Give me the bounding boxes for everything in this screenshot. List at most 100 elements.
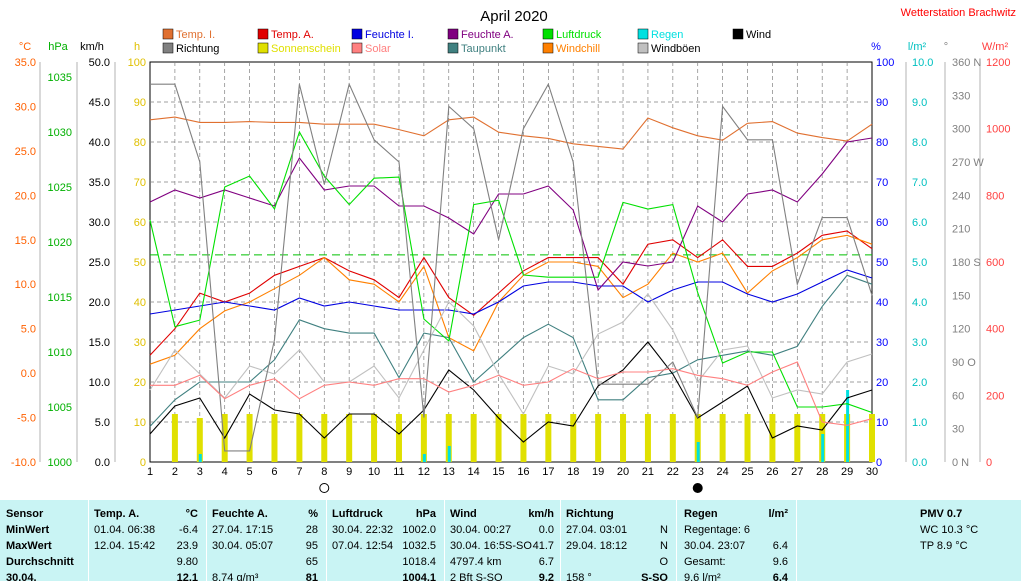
- bar-regen: [422, 454, 426, 462]
- temp-avg-value: 9.80: [176, 556, 198, 568]
- sun-tick-label: 30: [134, 337, 146, 349]
- dir-tick-label: 240: [952, 190, 970, 202]
- line-tempi: [149, 116, 873, 150]
- row-label: MinWert: [6, 524, 50, 536]
- column-divider: [560, 500, 561, 581]
- dir-unit: °: [944, 41, 948, 53]
- legend-swatch: [447, 28, 459, 40]
- press-tick-label: 1030: [48, 127, 72, 139]
- solar-tick-label: 600: [986, 257, 1004, 269]
- bar-sonnenschein: [420, 414, 427, 462]
- x-tick-label: 10: [368, 466, 380, 478]
- solar-tick-label: 800: [986, 190, 1004, 202]
- bar-sonnenschein: [644, 414, 651, 462]
- dir-tick-label: 0 N: [952, 457, 969, 469]
- legend-swatch: [351, 42, 363, 54]
- x-tick-label: 20: [617, 466, 629, 478]
- line-luftdruck: [149, 130, 873, 414]
- x-tick-label: 23: [692, 466, 704, 478]
- sun-tick-label: 70: [134, 177, 146, 189]
- bar-sonnenschein: [744, 414, 751, 462]
- temp-tick-label: 35.0: [15, 57, 36, 69]
- row-label: Durchschnitt: [6, 556, 74, 568]
- humidity-title: Feuchte A.: [212, 508, 268, 520]
- chart-title: April 2020: [480, 8, 548, 25]
- rain-title: Regen: [684, 508, 718, 520]
- bar-sonnenschein: [545, 414, 552, 462]
- pmv-value: PMV 0.7: [920, 508, 963, 520]
- rain-tick-label: 9.0: [912, 97, 927, 109]
- x-tick-label: 9: [346, 466, 352, 478]
- station-name: Wetterstation Brachwitz: [901, 7, 1016, 19]
- dir-tick-label: 330: [952, 90, 970, 102]
- temp-current-value: 12.1: [176, 572, 198, 581]
- legend-label: Wind: [746, 29, 771, 41]
- rain-tick-label: 8.0: [912, 137, 927, 149]
- pressure-min-value: 1002.0: [402, 524, 436, 536]
- wind-tick-label: 30.0: [89, 217, 110, 229]
- direction-column: Richtung 27.04. 03:01 N 29.04. 18:12 N O…: [566, 500, 674, 581]
- bar-sonnenschein: [694, 414, 701, 462]
- x-tick-label: 13: [443, 466, 455, 478]
- temp-tick-label: 25.0: [15, 146, 36, 158]
- legend-swatch: [447, 42, 459, 54]
- wind-tick-label: 50.0: [89, 57, 110, 69]
- x-tick-label: 1: [147, 466, 153, 478]
- x-tick-label: 8: [321, 466, 327, 478]
- rain-tick-label: 5.0: [912, 257, 927, 269]
- legend-label: Windchill: [556, 43, 600, 55]
- legend-swatch: [257, 42, 269, 54]
- press-tick-label: 1035: [48, 72, 72, 84]
- wind-tick-label: 5.0: [95, 417, 110, 429]
- humidity-current-value: 81: [305, 572, 318, 581]
- x-tick-label: 27: [791, 466, 803, 478]
- hum-tick-label: 80: [876, 137, 888, 149]
- bar-sonnenschein: [395, 414, 402, 462]
- bar-regen: [821, 434, 825, 462]
- pressure-min-time: 30.04. 22:32: [332, 524, 394, 536]
- wind-tick-label: 20.0: [89, 297, 110, 309]
- rain-sum: 9.6 l/m²: [684, 572, 721, 581]
- dir-tick-label: 150: [952, 290, 970, 302]
- x-tick-label: 21: [642, 466, 654, 478]
- pressure-avg-value: 1018.4: [402, 556, 436, 568]
- column-divider: [444, 500, 445, 581]
- x-tick-label: 5: [247, 466, 253, 478]
- x-tick-label: 2: [172, 466, 178, 478]
- solar-tick-label: 1200: [986, 57, 1010, 69]
- bar-regen: [198, 454, 202, 462]
- extra-column: PMV 0.7 WC 10.3 °C TP 8.9 °C: [880, 500, 1020, 581]
- x-tick-label: 19: [592, 466, 604, 478]
- legend-swatch: [162, 42, 174, 54]
- wind-avg-value: 6.7: [538, 556, 554, 568]
- temp-column: Temp. A. °C 01.04. 06:38 -6.4 12.04. 15:…: [94, 500, 204, 581]
- pressure-current-value: 1004.1: [402, 572, 436, 581]
- x-tick-label: 30: [866, 466, 878, 478]
- pressure-column: Luftdruck hPa 30.04. 22:32 1002.0 07.04.…: [332, 500, 442, 581]
- legend-swatch: [637, 42, 649, 54]
- row-label: MaxWert: [6, 540, 52, 552]
- bar-sonnenschein: [669, 414, 676, 462]
- legend-label: Windböen: [651, 43, 701, 55]
- legend-swatch: [542, 42, 554, 54]
- bar-sonnenschein: [346, 414, 353, 462]
- x-tick-label: 15: [492, 466, 504, 478]
- legend-swatch: [257, 28, 269, 40]
- humidity-column: Feuchte A. % 27.04. 17:15 28 30.04. 05:0…: [212, 500, 324, 581]
- legend-label: Feuchte A.: [461, 29, 514, 41]
- rain-tick-label: 6.0: [912, 217, 927, 229]
- solar-tick-label: 200: [986, 390, 1004, 402]
- bar-sonnenschein: [719, 414, 726, 462]
- solar-tick-label: 0: [986, 457, 992, 469]
- bar-sonnenschein: [570, 414, 577, 462]
- temp-max-time: 12.04. 15:42: [94, 540, 156, 552]
- temp-title: Temp. A.: [94, 508, 140, 520]
- legend-label: Richtung: [176, 43, 219, 55]
- sun-tick-label: 20: [134, 377, 146, 389]
- windchill-value: WC 10.3 °C: [920, 524, 979, 536]
- bar-sonnenschein: [620, 414, 627, 462]
- hum-tick-label: 50: [876, 257, 888, 269]
- wind-max-time: 30.04. 16:5S-SO: [450, 540, 532, 552]
- wind-tick-label: 25.0: [89, 257, 110, 269]
- row-label: Sensor: [6, 508, 44, 520]
